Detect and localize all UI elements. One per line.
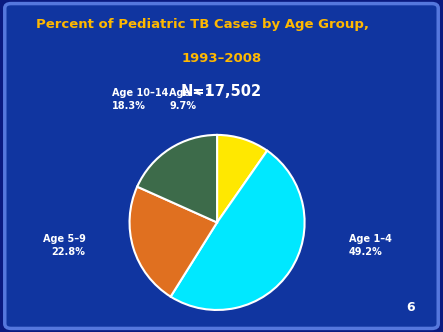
Text: Age 10–14
18.3%: Age 10–14 18.3% <box>112 88 168 111</box>
Text: Age 1–4
49.2%: Age 1–4 49.2% <box>349 234 392 257</box>
Text: 1993–2008: 1993–2008 <box>181 52 262 65</box>
Wedge shape <box>129 187 217 296</box>
Text: N=17,502: N=17,502 <box>181 84 262 99</box>
Text: 6: 6 <box>407 301 415 314</box>
Text: Percent of Pediatric TB Cases by Age Group,: Percent of Pediatric TB Cases by Age Gro… <box>36 18 369 31</box>
Wedge shape <box>171 151 305 310</box>
FancyBboxPatch shape <box>5 4 438 328</box>
Text: Age 5–9
22.8%: Age 5–9 22.8% <box>43 234 85 257</box>
Wedge shape <box>137 135 217 222</box>
Wedge shape <box>217 135 267 222</box>
Text: Age < 1
9.7%: Age < 1 9.7% <box>169 88 212 111</box>
